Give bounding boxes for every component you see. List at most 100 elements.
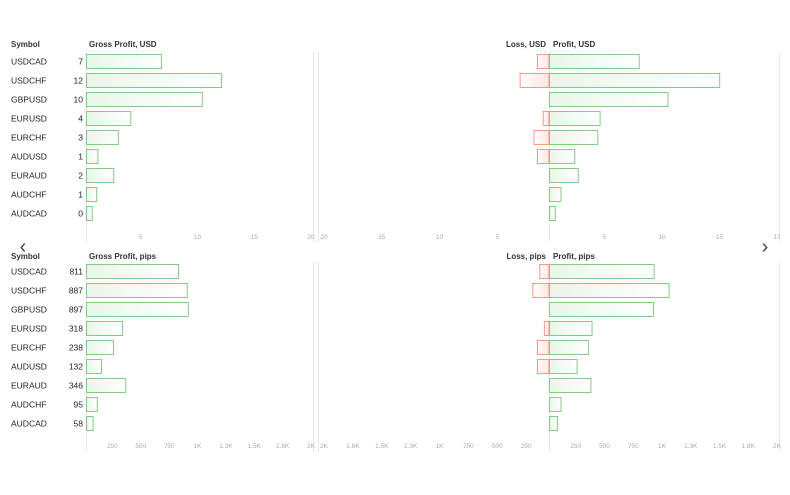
pips-gross-profit-bar: [86, 378, 127, 393]
usd-gross-profit-bar: [86, 73, 223, 88]
usd-loss-bar: [536, 149, 550, 164]
pips-loss-tick-label: 500: [492, 443, 503, 450]
usd-loss-tick-label: 10: [436, 234, 444, 241]
usd-loss-bar: [519, 73, 550, 88]
pips-gross-profit-bar: [86, 416, 94, 431]
pips-loss-bar: [539, 264, 550, 279]
usd-symbol-label: EURUSD: [11, 114, 47, 124]
pips-profit-tick-label: 1K: [658, 443, 667, 450]
usd-trade-count: 1: [78, 190, 83, 200]
pips-gross-profit-bar: [86, 359, 102, 374]
pips-trade-count: 887: [69, 286, 83, 296]
pips-profit-bar: [549, 378, 592, 393]
pips-trade-count: 346: [69, 381, 83, 391]
usd-profit-bar: [549, 149, 576, 164]
pips-symbol-label: EURCHF: [11, 343, 46, 353]
pips-loss-bar: [532, 283, 550, 298]
pips-profit-bar: [549, 302, 655, 317]
usd-symbol-label: AUDCAD: [11, 209, 47, 219]
usd-gross-header: Gross Profit, USD: [89, 40, 157, 49]
usd-gross-profit-bar: [86, 187, 98, 202]
usd-trade-count: 4: [78, 114, 83, 124]
pips-profit-header: Profit, pips: [553, 252, 595, 261]
pips-loss-header: Loss, pips: [506, 252, 546, 261]
pips-profit-bar: [549, 359, 578, 374]
usd-profit-tick-label: 15: [716, 234, 724, 241]
pips-profit-tick-label: 500: [599, 443, 610, 450]
usd-gross-profit-bar: [86, 206, 93, 221]
usd-symbol-label: GBPUSD: [11, 95, 47, 105]
pips-trade-count: 318: [69, 324, 83, 334]
usd-symbol-header: Symbol: [11, 40, 40, 49]
pips-symbol-label: EURAUD: [11, 381, 47, 391]
pips-gross-profit-bar: [86, 264, 180, 279]
usd-gross-profit-bar: [86, 168, 115, 183]
pips-profit-tick-label: 1.3K: [684, 443, 698, 450]
pips-gross-profit-bar: [86, 302, 189, 317]
usd-profit-bar: [549, 54, 640, 69]
usd-profit-tick-label: 5: [603, 234, 607, 241]
pips-loss-tick-label: 750: [463, 443, 474, 450]
pips-trade-count: 132: [69, 362, 83, 372]
usd-profit-header: Profit, USD: [553, 40, 595, 49]
pips-symbol-header: Symbol: [11, 252, 40, 261]
pips-gross-tick-label: 500: [135, 443, 146, 450]
pips-profit-bar: [549, 416, 559, 431]
usd-profit-bar: [549, 130, 599, 145]
pips-gross-profit-bar: [86, 340, 115, 355]
usd-loss-header: Loss, USD: [506, 40, 546, 49]
pips-trade-count: 811: [69, 267, 83, 277]
usd-trade-count: 12: [74, 76, 84, 86]
pips-profit-bar: [549, 340, 590, 355]
pips-gross-tick-label: 750: [164, 443, 175, 450]
prev-page-chevron-icon[interactable]: ‹: [19, 236, 27, 258]
usd-profit-tick-label: 10: [658, 234, 666, 241]
usd-symbol-label: USDCHF: [11, 76, 46, 86]
pips-profit-tick-label: 1.8K: [742, 443, 756, 450]
usd-trade-count: 10: [74, 95, 84, 105]
pips-loss-bar: [543, 321, 550, 336]
usd-loss-bar: [536, 54, 550, 69]
next-page-chevron-icon[interactable]: ›: [761, 236, 769, 258]
usd-gross-profit-bar: [86, 149, 99, 164]
usd-symbol-label: EURCHF: [11, 133, 46, 143]
pips-loss-tick-label: 1.8K: [346, 443, 360, 450]
usd-profit-bar: [549, 187, 562, 202]
pips-gross-tick-label: 250: [107, 443, 118, 450]
usd-trade-count: 2: [78, 171, 83, 181]
pips-symbol-label: EURUSD: [11, 324, 47, 334]
pips-symbol-label: AUDCAD: [11, 419, 47, 429]
pips-loss-tick-label: 2K: [320, 443, 329, 450]
pips-symbol-label: AUDUSD: [11, 362, 47, 372]
pips-trade-count: 897: [69, 305, 83, 315]
pips-symbol-label: GBPUSD: [11, 305, 47, 315]
usd-symbol-label: AUDUSD: [11, 152, 47, 162]
pips-loss-tick-label: 1.5K: [375, 443, 389, 450]
pips-profit-tick-label: 1.5K: [713, 443, 727, 450]
usd-gross-tick-label: 20: [307, 234, 315, 241]
usd-gross-tick-label: 5: [139, 234, 143, 241]
pips-gross-tick-label: 1.3K: [219, 443, 233, 450]
usd-profit-bar: [549, 206, 556, 221]
usd-profit-tick-label: 17: [773, 234, 781, 241]
usd-gross-profit-bar: [86, 92, 203, 107]
pips-trade-count: 238: [69, 343, 83, 353]
pips-profit-bar: [549, 397, 562, 412]
pips-trade-count: 58: [74, 419, 84, 429]
usd-symbol-label: USDCAD: [11, 57, 47, 67]
pips-symbol-label: AUDCHF: [11, 400, 46, 410]
usd-symbol-label: AUDCHF: [11, 190, 46, 200]
pips-symbol-label: USDCHF: [11, 286, 46, 296]
pips-gross-profit-bar: [86, 321, 124, 336]
pips-loss-bar: [536, 340, 550, 355]
pips-loss-bar: [536, 359, 550, 374]
pips-profit-tick-label: 750: [628, 443, 639, 450]
pips-gross-tick-label: 1.5K: [248, 443, 262, 450]
usd-loss-bar: [542, 111, 550, 126]
usd-gross-tick-label: 15: [251, 234, 259, 241]
usd-trade-count: 7: [78, 57, 83, 67]
usd-profit-bar: [549, 92, 669, 107]
usd-gross-profit-bar: [86, 130, 119, 145]
pips-trade-count: 95: [74, 400, 84, 410]
usd-loss-tick-label: 15: [378, 234, 386, 241]
